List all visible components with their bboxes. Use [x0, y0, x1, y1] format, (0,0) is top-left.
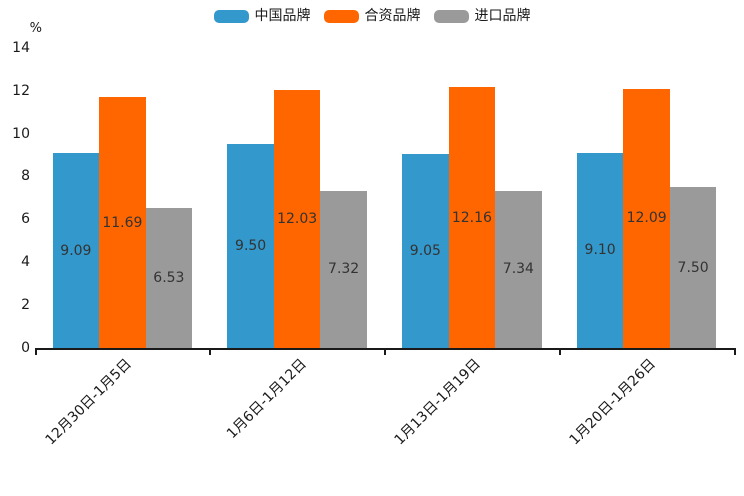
legend-label: 进口品牌 — [474, 8, 531, 24]
y-axis-unit-label: % — [29, 21, 42, 36]
x-tick-label: 1月13日-1月19日 — [391, 356, 485, 449]
legend-label: 合资品牌 — [364, 8, 421, 24]
bar-value-label: 6.53 — [153, 269, 185, 286]
x-axis-tick — [733, 348, 736, 355]
legend: 中国品牌 合资品牌 进口品牌 — [0, 9, 744, 24]
y-tick-label: 14 — [12, 39, 30, 56]
bar: 7.34 — [495, 190, 542, 348]
bar-value-label: 12.16 — [451, 209, 492, 226]
bar-value-label: 9.50 — [235, 238, 267, 255]
x-tick-label: 1月6日-1月12日 — [223, 356, 310, 442]
x-axis-tick — [34, 348, 37, 355]
x-tick-label: 12月30日-1月5日 — [42, 356, 135, 449]
bar-value-label: 7.34 — [502, 261, 534, 278]
y-tick-label: 10 — [12, 125, 30, 142]
bar: 9.09 — [52, 153, 100, 348]
x-axis-tick — [558, 348, 561, 355]
y-tick-label: 0 — [21, 340, 30, 356]
bar: 6.53 — [145, 207, 193, 348]
legend-swatch-series-1 — [323, 10, 359, 23]
bar-value-label: 9.10 — [584, 242, 616, 259]
legend-label: 中国品牌 — [254, 8, 311, 24]
x-axis-tick — [384, 348, 386, 355]
y-tick-label: 4 — [21, 254, 30, 271]
bar-value-label: 11.69 — [102, 214, 143, 231]
y-tick-label: 12 — [12, 82, 30, 99]
bar: 12.03 — [273, 89, 321, 348]
bar: 12.09 — [623, 88, 670, 348]
bar: 9.50 — [227, 144, 274, 348]
legend-item: 合资品牌 — [323, 8, 421, 24]
x-axis-tick — [209, 348, 212, 355]
bar: 9.10 — [576, 152, 624, 348]
bar: 7.32 — [320, 190, 367, 348]
legend-item: 进口品牌 — [433, 8, 531, 24]
bar-value-label: 12.03 — [277, 210, 318, 227]
bar-value-label: 9.09 — [60, 242, 92, 259]
bar: 11.69 — [99, 97, 146, 348]
bar-value-label: 12.09 — [626, 210, 667, 227]
bar-value-label: 7.32 — [328, 261, 360, 278]
y-tick-label: 2 — [21, 297, 30, 314]
y-tick-label: 6 — [21, 211, 30, 228]
y-tick-label: 8 — [21, 168, 30, 185]
bar: 12.16 — [448, 87, 496, 348]
bar-value-label: 9.05 — [409, 242, 441, 259]
legend-swatch-series-0 — [213, 10, 249, 23]
bar-value-label: 7.50 — [677, 259, 709, 276]
x-tick-label: 1月20日-1月26日 — [566, 356, 659, 449]
bar: 7.50 — [669, 187, 717, 348]
legend-item: 中国品牌 — [213, 8, 311, 24]
bar: 9.05 — [402, 153, 449, 348]
legend-swatch-series-2 — [433, 10, 469, 23]
